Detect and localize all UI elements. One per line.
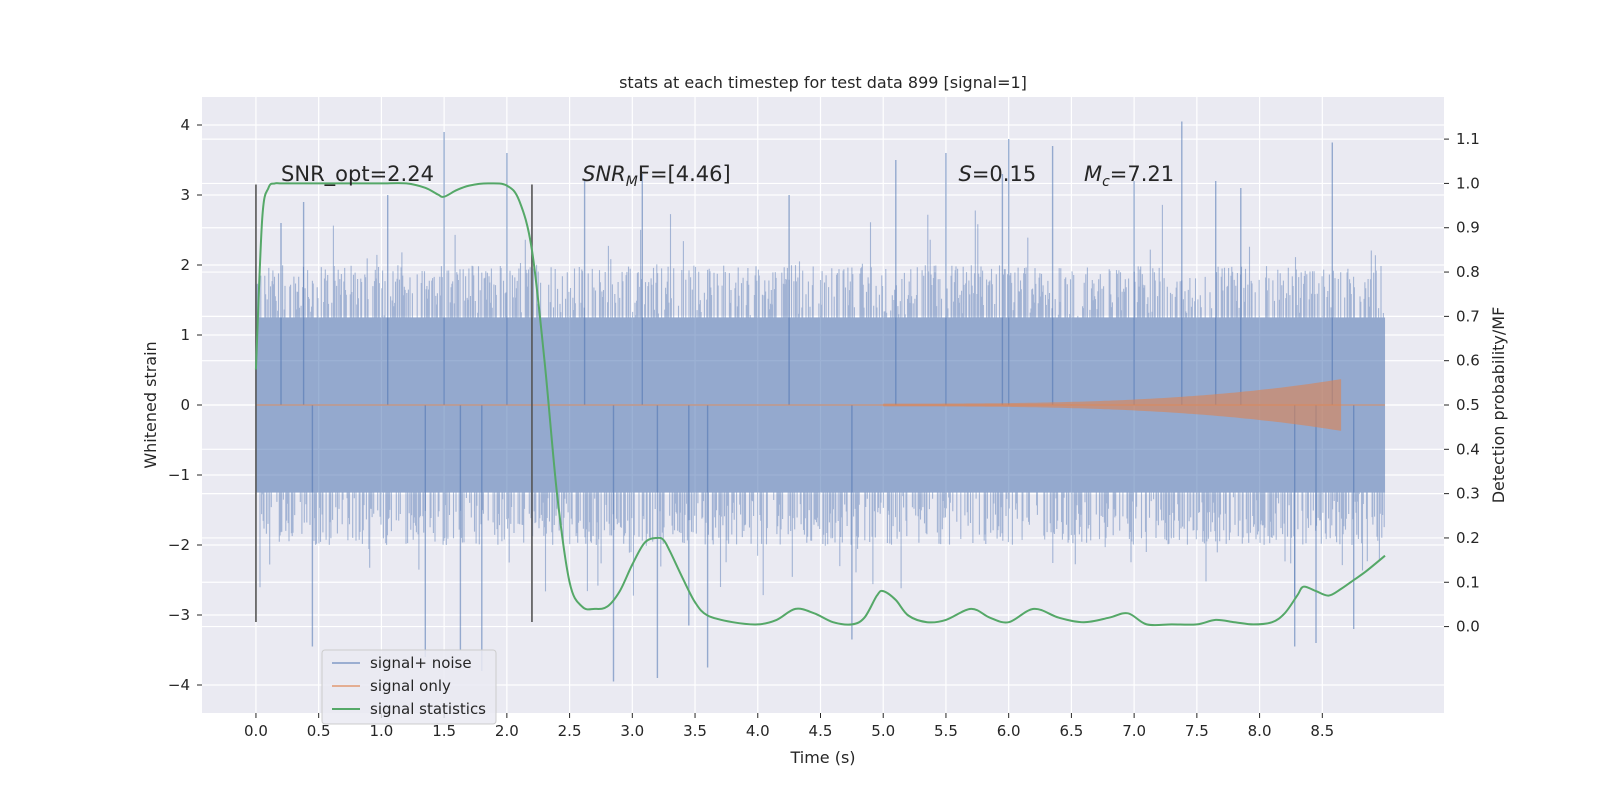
y2-tick-label: 1.0 bbox=[1456, 174, 1480, 192]
legend-label-stats: signal statistics bbox=[370, 700, 486, 718]
x-tick-label: 5.0 bbox=[871, 722, 895, 740]
annotation-snr-mf-base: SNR bbox=[582, 162, 626, 186]
y-tick-label: 2 bbox=[180, 256, 190, 274]
y2-tick-label: 0.0 bbox=[1456, 618, 1480, 636]
x-tick-label: 8.5 bbox=[1310, 722, 1334, 740]
annotation-snr-mf-sub: M bbox=[626, 174, 638, 190]
annotation-s-tail: =0.15 bbox=[972, 162, 1036, 186]
axes: 0.0 0.5 1.0 1.5 2.0 2.5 3.0 3.5 4.0 4.5 5.0 5.5 6.0 6… bbox=[168, 116, 1480, 740]
x-tick-label: 0.5 bbox=[307, 722, 331, 740]
x-tick-label: 7.5 bbox=[1185, 722, 1209, 740]
y2-tick-label: 0.9 bbox=[1456, 219, 1480, 237]
x-tick-label: 1.0 bbox=[369, 722, 393, 740]
y2-tick-label: 0.5 bbox=[1456, 396, 1480, 414]
annotation-snr-mf-tail: F=[4.46] bbox=[638, 162, 731, 186]
x-tick-label: 1.5 bbox=[432, 722, 456, 740]
y2-tick-label: 0.6 bbox=[1456, 352, 1480, 370]
y-tick-label: 4 bbox=[180, 116, 190, 134]
x-tick-label: 3.5 bbox=[683, 722, 707, 740]
vertical-markers bbox=[255, 184, 533, 622]
x-tick-label: 8.0 bbox=[1248, 722, 1272, 740]
legend: signal+ noise signal only signal statist… bbox=[321, 649, 497, 725]
y-tick-label: −3 bbox=[168, 606, 190, 624]
y-axis-title: Whitened strain bbox=[141, 341, 160, 468]
x-tick-label: 0.0 bbox=[244, 722, 268, 740]
y-tick-label: 1 bbox=[180, 326, 190, 344]
x-axis-title: Time (s) bbox=[789, 748, 855, 767]
signal-statistics-line bbox=[254, 182, 1386, 627]
y2-tick-label: 0.4 bbox=[1456, 440, 1480, 458]
chart-title: stats at each timestep for test data 899… bbox=[619, 73, 1027, 92]
annotation-snr-mf: SNRMF=[4.46] bbox=[582, 162, 731, 190]
annotation-s: S=0.15 bbox=[958, 162, 1036, 186]
annotations: SNR_opt=2.24 SNRMF=[4.46] S=0.15 Mc=7.21 bbox=[281, 162, 1174, 190]
annotation-s-base: S bbox=[958, 162, 971, 186]
legend-label-signal: signal only bbox=[370, 677, 451, 695]
noise-spikes bbox=[280, 121, 1355, 682]
signal-only-series bbox=[255, 379, 1386, 431]
x-tick-label: 6.0 bbox=[997, 722, 1021, 740]
signal-statistics-series bbox=[254, 182, 1386, 627]
y-tick-label: 3 bbox=[180, 186, 190, 204]
y2-tick-label: 0.1 bbox=[1456, 573, 1480, 591]
legend-box bbox=[321, 649, 497, 725]
legend-label-noise: signal+ noise bbox=[370, 654, 472, 672]
x-tick-label: 4.5 bbox=[809, 722, 833, 740]
y2-tick-label: 0.7 bbox=[1456, 307, 1480, 325]
annotation-mc-sub: c bbox=[1102, 174, 1110, 190]
annotation-snr-opt: SNR_opt=2.24 bbox=[281, 162, 434, 187]
y2-tick-label: 0.8 bbox=[1456, 263, 1480, 281]
y-tick-label: −4 bbox=[168, 676, 190, 694]
annotation-mc-tail: =7.21 bbox=[1110, 162, 1174, 186]
annotation-mc-base: M bbox=[1084, 162, 1102, 186]
y-tick-label: −2 bbox=[168, 536, 190, 554]
y-tick-label: 0 bbox=[180, 396, 190, 414]
y-tick-label: −1 bbox=[168, 466, 190, 484]
y2-tick-label: 0.2 bbox=[1456, 529, 1480, 547]
x-tick-label: 5.5 bbox=[934, 722, 958, 740]
x-tick-label: 6.5 bbox=[1059, 722, 1083, 740]
x-tick-label: 4.0 bbox=[746, 722, 770, 740]
x-tick-label: 3.0 bbox=[620, 722, 644, 740]
y2-tick-label: 1.1 bbox=[1456, 130, 1480, 148]
y2-axis-title: Detection probability/MF bbox=[1489, 307, 1508, 504]
x-tick-label: 2.5 bbox=[558, 722, 582, 740]
y2-tick-label: 0.3 bbox=[1456, 485, 1480, 503]
annotation-mc: Mc=7.21 bbox=[1084, 162, 1174, 190]
x-tick-label: 7.0 bbox=[1122, 722, 1146, 740]
x-tick-label: 2.0 bbox=[495, 722, 519, 740]
